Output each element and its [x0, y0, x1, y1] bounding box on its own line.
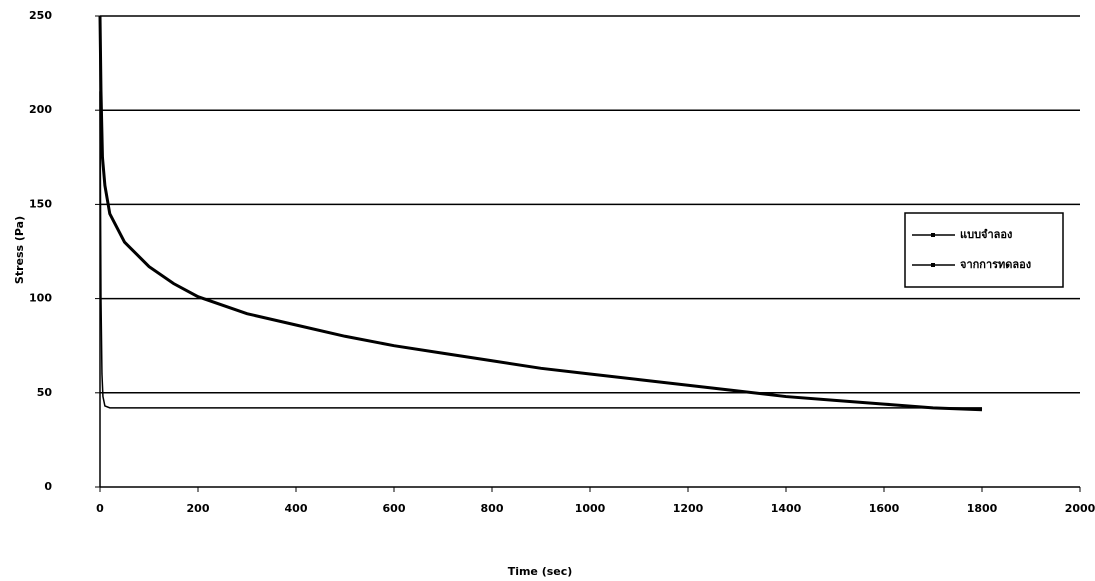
- legend-marker: [931, 233, 935, 237]
- series-line: [98, 15, 983, 412]
- legend-marker: [931, 263, 935, 267]
- y-tick-label: 100: [29, 292, 52, 305]
- x-tick-label: 200: [187, 502, 210, 515]
- y-tick-label: 0: [44, 480, 52, 493]
- x-tick-label: 0: [96, 502, 104, 515]
- x-tick-label: 1400: [771, 502, 802, 515]
- series-line: [99, 91, 982, 409]
- y-axis-label: Stress (Pa): [13, 216, 26, 284]
- x-tick-label: 800: [481, 502, 504, 515]
- x-axis-label: Time (sec): [508, 565, 573, 578]
- x-tick-label: 1000: [575, 502, 606, 515]
- y-tick-label: 50: [37, 386, 53, 399]
- x-tick-label: 400: [285, 502, 308, 515]
- y-tick-label: 150: [29, 197, 52, 210]
- x-tick-label: 1600: [869, 502, 900, 515]
- y-tick-label: 200: [29, 103, 52, 116]
- legend-label: แบบจำลอง: [960, 228, 1012, 241]
- legend-box: [904, 212, 1064, 288]
- x-tick-label: 600: [383, 502, 406, 515]
- x-tick-label: 2000: [1065, 502, 1095, 515]
- y-tick-label: 250: [29, 9, 52, 22]
- x-tick-label: 1800: [967, 502, 998, 515]
- legend-label: จากการทดลอง: [960, 258, 1031, 271]
- x-tick-label: 1200: [673, 502, 704, 515]
